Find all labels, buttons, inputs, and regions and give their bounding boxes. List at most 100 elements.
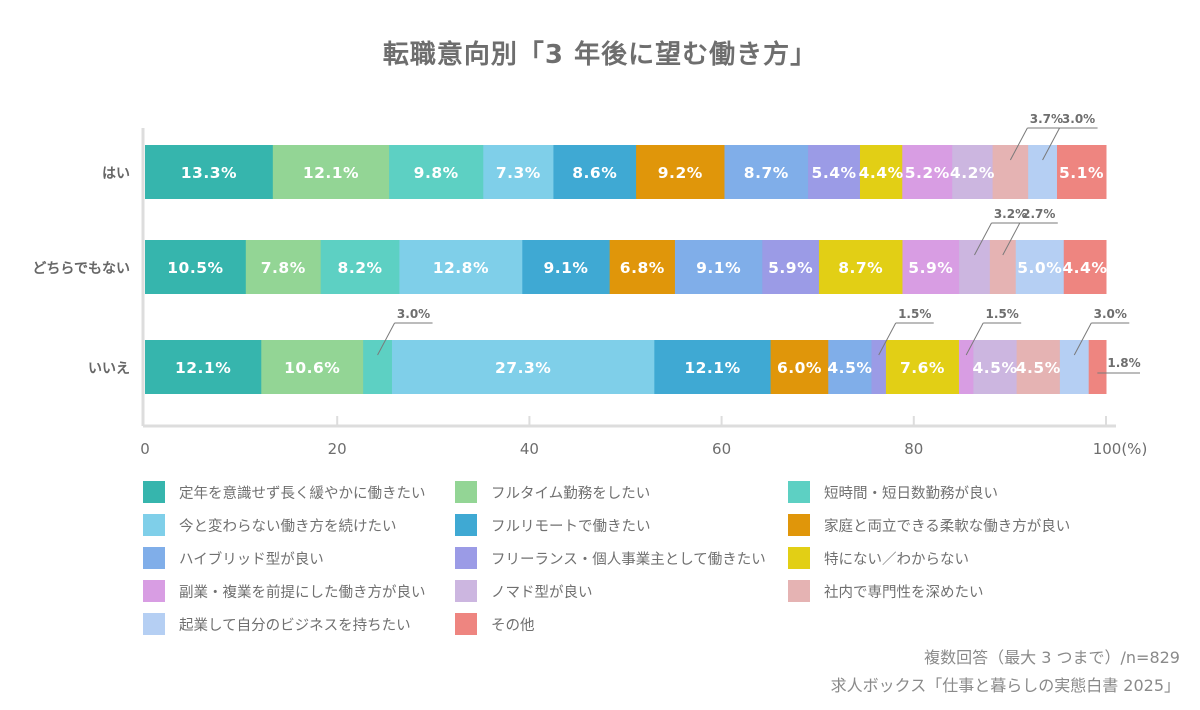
x-tick-label: 80 bbox=[904, 440, 923, 458]
legend-label: 副業・複業を前提にした働き方が良い bbox=[179, 584, 426, 601]
bar-segment bbox=[885, 340, 960, 394]
legend-swatch bbox=[788, 547, 810, 569]
data-label: 8.6% bbox=[572, 164, 617, 182]
legend-label: 今と変わらない働き方を続けたい bbox=[179, 518, 397, 535]
data-label: 5.2% bbox=[905, 164, 950, 182]
data-label: 9.1% bbox=[696, 259, 741, 277]
legend-swatch bbox=[455, 580, 477, 602]
category-label: どちらでもない bbox=[32, 261, 130, 277]
legend-swatch bbox=[455, 547, 477, 569]
callout-line bbox=[965, 322, 984, 356]
data-label: 4.4% bbox=[1062, 259, 1107, 277]
callout-label: 3.7% bbox=[1030, 112, 1063, 126]
bar-segment bbox=[959, 240, 991, 294]
data-label: 5.0% bbox=[1017, 259, 1062, 277]
bar-segment bbox=[770, 340, 829, 394]
data-label: 27.3% bbox=[495, 359, 551, 377]
bar-segment bbox=[952, 145, 994, 199]
data-label: 7.6% bbox=[900, 359, 945, 377]
legend-label: フルリモートで働きたい bbox=[491, 518, 651, 535]
bar-segment bbox=[261, 340, 364, 394]
legend-swatch bbox=[455, 613, 477, 635]
callout-line bbox=[974, 222, 992, 256]
legend-swatch bbox=[143, 481, 165, 503]
bar-segment bbox=[389, 145, 484, 199]
callout-label: 1.5% bbox=[986, 307, 1019, 321]
legend-item: 副業・複業を前提にした働き方が良い bbox=[143, 579, 426, 603]
bar-segment bbox=[1015, 240, 1065, 294]
chart-title: 転職意向別「3 年後に望む働き方」 bbox=[382, 40, 818, 70]
legend-item: 今と変わらない働き方を続けたい bbox=[143, 513, 397, 537]
bar-segment bbox=[808, 145, 861, 199]
bar-segment bbox=[1016, 340, 1061, 394]
legend-swatch bbox=[143, 580, 165, 602]
bar-segment bbox=[399, 240, 523, 294]
x-tick-label: 40 bbox=[520, 440, 539, 458]
legend-label: ノマド型が良い bbox=[491, 584, 593, 601]
data-label: 7.8% bbox=[261, 259, 306, 277]
x-tick-label: 0 bbox=[140, 440, 150, 458]
legend-label: 定年を意識せず長く緩やかに働きたい bbox=[179, 485, 426, 502]
legend-swatch bbox=[788, 580, 810, 602]
bar-segment bbox=[145, 145, 274, 199]
legend-label: フリーランス・個人事業主として働きたい bbox=[491, 551, 766, 568]
data-labels: 13.3% 12.1% 9.8% 7.3% 8.6% 9.2% 8.7% 5.4% 4.4% 5.… bbox=[167, 112, 1140, 377]
data-label: 4.5% bbox=[973, 359, 1018, 377]
legend-item: ノマド型が良い bbox=[455, 579, 593, 603]
data-label: 4.4% bbox=[859, 164, 904, 182]
bar-segment bbox=[902, 240, 960, 294]
callout-line bbox=[1042, 127, 1061, 161]
bar-segment bbox=[272, 145, 390, 199]
legend-label: 家庭と両立できる柔軟な働き方が良い bbox=[824, 518, 1071, 535]
legend-item: フリーランス・個人事業主として働きたい bbox=[455, 546, 766, 570]
legend-swatch bbox=[788, 481, 810, 503]
legend-item: 起業して自分のビジネスを持ちたい bbox=[143, 612, 411, 636]
bar-segment bbox=[1056, 145, 1107, 199]
bar-segment bbox=[636, 145, 725, 199]
legend-label: ハイブリッド型が良い bbox=[179, 551, 324, 568]
category-label: はい bbox=[102, 166, 130, 182]
legend-item: 社内で専門性を深めたい bbox=[788, 579, 984, 603]
data-label: 10.6% bbox=[284, 359, 340, 377]
bar-segment bbox=[320, 240, 400, 294]
category-label: いいえ bbox=[88, 361, 130, 377]
bar-segment bbox=[989, 240, 1017, 294]
legend-label: 短時間・短日数勤務が良い bbox=[824, 485, 998, 502]
data-label: 5.9% bbox=[908, 259, 953, 277]
legend-swatch bbox=[455, 481, 477, 503]
data-label: 8.7% bbox=[744, 164, 789, 182]
source-note: 求人ボックス「仕事と暮らしの実態白書 2025」 bbox=[830, 676, 1180, 695]
bar-segment bbox=[1063, 240, 1107, 294]
legend-label: 社内で専門性を深めたい bbox=[824, 584, 984, 601]
legend-swatch bbox=[143, 514, 165, 536]
data-label: 12.1% bbox=[175, 359, 231, 377]
legend-item: 特にない／わからない bbox=[788, 546, 969, 570]
bar-segment bbox=[483, 145, 554, 199]
legend-swatch bbox=[455, 514, 477, 536]
bar-segment bbox=[992, 145, 1029, 199]
callout-label: 2.7% bbox=[1022, 207, 1055, 221]
bar-segment bbox=[245, 240, 322, 294]
bar-segment bbox=[859, 145, 903, 199]
data-label: 8.7% bbox=[838, 259, 883, 277]
bars bbox=[145, 145, 1107, 394]
callout-label: 3.2% bbox=[994, 207, 1027, 221]
data-label: 8.2% bbox=[338, 259, 383, 277]
data-label: 10.5% bbox=[167, 259, 223, 277]
callout-label: 3.0% bbox=[1062, 112, 1095, 126]
data-label: 6.8% bbox=[620, 259, 665, 277]
callout-label: 3.0% bbox=[1094, 307, 1127, 321]
data-label: 4.2% bbox=[950, 164, 995, 182]
data-label: 12.1% bbox=[303, 164, 359, 182]
legend-label: フルタイム勤務をしたい bbox=[491, 485, 651, 502]
callout-label: 1.5% bbox=[898, 307, 931, 321]
bar-segment bbox=[724, 145, 809, 199]
data-label: 4.5% bbox=[827, 359, 872, 377]
x-tick-label: 20 bbox=[328, 440, 347, 458]
legend-label: 特にない／わからない bbox=[824, 551, 969, 568]
bar-segment bbox=[871, 340, 887, 394]
bar-segment bbox=[1088, 340, 1107, 394]
legend-item: 定年を意識せず長く緩やかに働きたい bbox=[143, 480, 426, 504]
bar-segment bbox=[553, 145, 637, 199]
legend-item: その他 bbox=[455, 612, 535, 636]
